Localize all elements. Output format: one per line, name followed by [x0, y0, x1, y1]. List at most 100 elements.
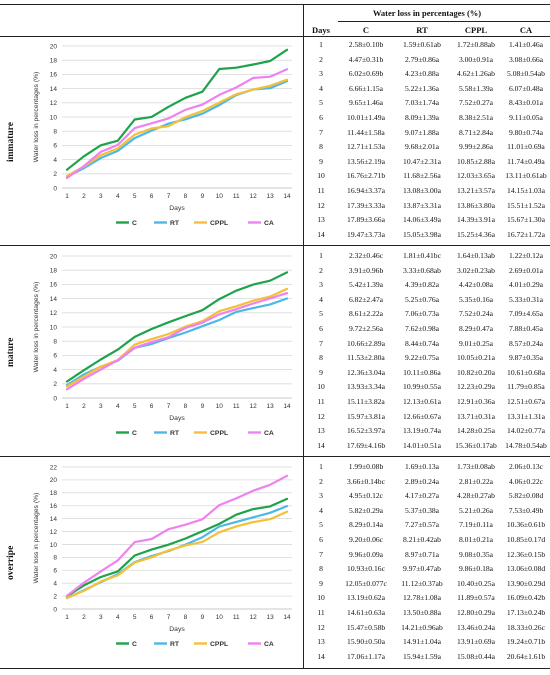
value-cell: 17.39±3.33a	[347, 200, 385, 210]
day-cell: 9	[319, 367, 323, 377]
data-point-ca	[83, 378, 85, 380]
value-cell: 14.15±1.03a	[507, 186, 545, 195]
value-cell: 17.13±0.24b	[506, 608, 546, 617]
value-cell: 6.66±1.15a	[348, 83, 384, 93]
y-tick-label: 8	[53, 129, 57, 136]
value-cell: 12.13±0.61a	[403, 397, 441, 406]
value-cell: 8.97±0.71a	[404, 549, 440, 559]
day-cell: 9	[319, 578, 323, 588]
value-cell: 13.91±0.69a	[457, 637, 495, 647]
x-tick-label: 7	[167, 193, 171, 200]
day-cell: 12	[317, 411, 325, 421]
table-row: 4 6.82±2.47a 5.25±0.76a 5.35±0.16a 5.33±0.31…	[304, 293, 550, 307]
table-row: 14 17.06±1.17a 15.94±1.59a 15.08±0.44a 20.64…	[304, 650, 550, 664]
data-point-ca	[83, 165, 85, 168]
table-row: 10 16.76±2.71b 11.68±2.56a 12.03±3.65a 13.11…	[304, 169, 550, 183]
data-point-cppl	[286, 510, 288, 513]
x-tick-label: 4	[116, 403, 120, 410]
series-line-c	[65, 48, 289, 171]
data-point-c	[83, 584, 85, 587]
day-cell: 2	[319, 265, 323, 275]
value-cell: 8.09±1.39a	[404, 113, 440, 122]
data-point-c	[235, 513, 238, 516]
data-point-rt	[218, 104, 221, 106]
value-cell: 11.68±2.56a	[403, 171, 441, 181]
data-point-cppl	[150, 556, 153, 559]
data-point-ca	[269, 75, 271, 78]
data-point-c	[184, 96, 187, 99]
day-cell: 3	[319, 280, 323, 290]
x-tick-label: 6	[150, 403, 154, 410]
value-cell: 5.82±0.08d	[508, 491, 544, 501]
day-cell: 1	[319, 40, 323, 49]
data-point-cppl	[83, 589, 85, 592]
data-point-c	[66, 380, 68, 383]
value-cell: 13.31±1.31a	[507, 411, 545, 421]
legend-label-c: C	[132, 430, 137, 437]
data-point-cppl	[167, 125, 170, 128]
table-row: 8 10.93±0.16c 9.97±0.47ab 9.86±0.18a 13.06±0…	[304, 562, 550, 576]
value-cell: 10.82±0.20a	[457, 367, 495, 377]
value-cell: 1.41±0.46a	[508, 40, 544, 49]
legend-label-rt: RT	[170, 430, 180, 437]
value-cell: 4.06±0.22c	[508, 476, 544, 486]
y-tick-label: 20	[50, 477, 58, 484]
data-point-cppl	[150, 127, 153, 130]
value-cell: 9.07±1.88a	[404, 127, 440, 137]
day-cell: 6	[319, 324, 323, 333]
data-point-ca	[218, 313, 221, 316]
value-cell: 15.36±0.17ab	[455, 440, 497, 450]
y-tick-label: 10	[50, 542, 58, 549]
value-cell: 12.91±0.36a	[457, 397, 495, 406]
day-cell: 14	[317, 651, 325, 661]
y-tick-label: 4	[53, 580, 57, 587]
data-point-rt	[235, 310, 238, 313]
x-tick-label: 5	[133, 193, 137, 200]
value-cell: 8.57±0.24a	[508, 338, 544, 348]
value-cell: 7.06±0.73a	[404, 309, 440, 319]
value-cell: 15.94±1.59a	[403, 651, 441, 661]
value-cell: 13.08±3.00a	[403, 186, 441, 195]
value-cell: 4.01±0.29a	[508, 280, 544, 290]
data-point-cppl	[66, 174, 68, 177]
data-point-ca	[201, 321, 204, 324]
table-row: 4 5.82±0.29a 5.37±0.38a 5.21±0.26a 7.53±0.49…	[304, 504, 550, 518]
value-cell: 1.81±0.41bc	[403, 251, 441, 260]
data-point-c	[99, 576, 102, 578]
data-point-ca	[218, 94, 221, 96]
x-tick-label: 14	[283, 193, 291, 200]
value-cell: 3.08±0.66a	[508, 54, 544, 64]
table-row: 5 9.65±1.46a 7.03±1.74a 7.52±0.27a 8.43±0.01…	[304, 96, 550, 110]
value-cell: 10.36±0.61b	[506, 520, 546, 530]
table-row: 3 5.42±1.39a 4.39±0.82a 4.42±0.08a 4.01±0.29…	[304, 278, 550, 292]
table-row: 7 11.44±1.58a 9.07±1.88a 8.71±2.84a 9.80±0.7…	[304, 126, 550, 140]
table-row: 14 19.47±3.73a 15.05±3.98a 15.25±4.36a 16.72…	[304, 228, 550, 242]
y-tick-label: 12	[50, 310, 58, 317]
data-point-rt	[184, 118, 187, 121]
panel-label-mature: mature	[6, 337, 16, 367]
table-row: 9 13.56±2.19a 10.47±2.31a 10.85±2.88a 11.74±…	[304, 155, 550, 169]
data-point-cppl	[218, 101, 221, 104]
day-cell: 6	[319, 535, 323, 544]
data-point-c	[286, 497, 288, 500]
x-tick-label: 10	[216, 614, 224, 621]
data-point-c	[252, 283, 255, 286]
value-cell: 18.33±0.26c	[507, 622, 545, 632]
table-row: 1 2.58±0.10b 1.59±0.61ab 1.72±0.88ab 1.41±0.…	[304, 38, 550, 52]
table-row: 11 16.94±3.37a 13.08±3.00a 13.21±3.57a 14.15…	[304, 184, 550, 198]
day-cell: 10	[317, 382, 325, 392]
series-line-rt	[65, 297, 289, 387]
data-point-cppl	[286, 288, 288, 290]
value-cell: 11.44±1.58a	[347, 127, 385, 137]
table-row: 8 12.71±1.53a 9.68±2.01a 9.99±2.86a 11.01±0.…	[304, 140, 550, 154]
table-row: 11 15.11±3.82a 12.13±0.61a 12.91±0.36a 12.51…	[304, 395, 550, 409]
value-cell: 6.07±0.48a	[508, 83, 544, 93]
legend-label-c: C	[132, 220, 137, 227]
series-line-rt	[65, 79, 289, 178]
day-cell: 2	[319, 54, 323, 64]
y-axis-title: Water loss in percentages (%)	[33, 72, 40, 163]
data-point-ca	[218, 504, 221, 507]
chart-mature: 0 2 4 6 8 10 12 14 16 18 20 1 2 3 4 5 6 7 8 9 10 11 12 13 14 Days…	[24, 248, 300, 454]
data-point-ca	[66, 594, 68, 597]
